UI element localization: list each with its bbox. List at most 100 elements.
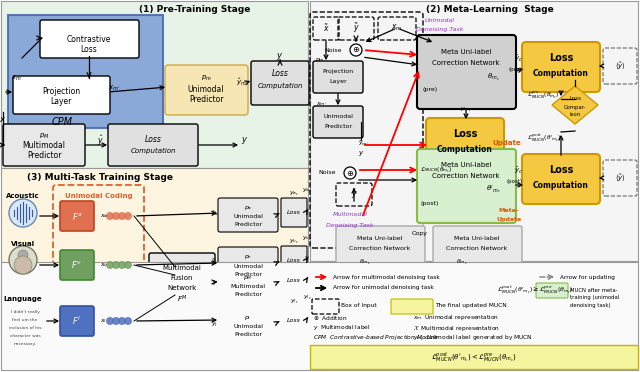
Text: $F^l$: $F^l$ <box>72 315 81 327</box>
Text: $\hat{y}_{m'}$: $\hat{y}_{m'}$ <box>358 138 369 148</box>
FancyBboxPatch shape <box>108 124 198 166</box>
Text: training (unimodal: training (unimodal <box>570 295 620 301</box>
FancyBboxPatch shape <box>40 20 139 58</box>
FancyBboxPatch shape <box>391 299 433 314</box>
Text: $\mathcal{L}_{MUCN}^{post}(\theta'_{m_c})$: $\mathcal{L}_{MUCN}^{post}(\theta'_{m_c}… <box>527 132 561 144</box>
Text: $F^a$: $F^a$ <box>72 211 83 221</box>
FancyBboxPatch shape <box>281 266 307 295</box>
Text: Fusion: Fusion <box>171 275 193 281</box>
FancyBboxPatch shape <box>251 61 309 105</box>
FancyBboxPatch shape <box>60 201 94 231</box>
Text: $\hat{y}_v$: $\hat{y}_v$ <box>211 256 220 266</box>
Bar <box>8 15 163 128</box>
Circle shape <box>124 212 132 220</box>
Text: $x_l$: $x_l$ <box>100 317 108 325</box>
Text: $\langle\tilde{y}\rangle$: $\langle\tilde{y}\rangle$ <box>614 172 625 184</box>
Text: $p_m$: $p_m$ <box>200 73 211 83</box>
Text: $p_l$: $p_l$ <box>244 314 252 322</box>
Text: $p_v$: $p_v$ <box>244 253 252 261</box>
Text: Update: Update <box>497 218 522 222</box>
Text: Projection: Projection <box>42 87 80 96</box>
Text: Noise: Noise <box>324 48 342 52</box>
FancyBboxPatch shape <box>281 306 307 335</box>
FancyBboxPatch shape <box>522 42 600 92</box>
Text: Unimodal: Unimodal <box>233 263 263 269</box>
Text: Multimodal: Multimodal <box>163 265 202 271</box>
Text: $x_m$: $x_m$ <box>391 23 403 33</box>
Text: $\oplus$: $\oplus$ <box>346 169 354 177</box>
Text: $\theta_{m_c}$: $\theta_{m_c}$ <box>359 257 371 267</box>
Text: Predictor: Predictor <box>234 333 262 337</box>
Text: Computation: Computation <box>257 83 303 89</box>
Text: feel um the: feel um the <box>12 318 38 322</box>
Text: Loss: Loss <box>453 129 477 139</box>
FancyBboxPatch shape <box>218 198 278 232</box>
Text: $\mathcal{L}_{MUCN}^{post}(\theta'_{m_c}) < \mathcal{L}_{MUCN}^{pre}(\theta_{m_c: $\mathcal{L}_{MUCN}^{post}(\theta'_{m_c}… <box>431 350 517 364</box>
Text: Loss: Loss <box>81 45 97 55</box>
Text: ison: ison <box>570 112 580 118</box>
Text: character was: character was <box>10 334 40 338</box>
Bar <box>310 1 638 261</box>
Text: (pre): (pre) <box>422 87 438 93</box>
Text: Meta Uni-label: Meta Uni-label <box>441 162 492 168</box>
Text: Box of Input: Box of Input <box>341 304 376 308</box>
Bar <box>310 345 638 369</box>
Text: $x_{m'}$: $x_{m'}$ <box>316 100 327 108</box>
Text: Denoising Task: Denoising Task <box>326 222 374 228</box>
Text: Unimodal: Unimodal <box>425 19 455 23</box>
Text: $y$: $y$ <box>276 51 284 61</box>
Text: Projection: Projection <box>323 70 353 74</box>
Text: Multimodal: Multimodal <box>22 141 65 150</box>
Text: Arrow for multimodal denoising task: Arrow for multimodal denoising task <box>333 275 440 279</box>
Text: $y_{m_c}$: $y_{m_c}$ <box>460 106 472 114</box>
Text: Loss: Loss <box>287 209 301 215</box>
Text: Language: Language <box>4 296 42 302</box>
Text: Loss: Loss <box>287 257 301 263</box>
Circle shape <box>350 44 362 56</box>
Text: Correction Network: Correction Network <box>446 247 508 251</box>
Text: Computation: Computation <box>131 148 176 154</box>
Bar <box>1 1 308 168</box>
Text: $\hat{y}_l$: $\hat{y}_l$ <box>211 319 218 329</box>
Text: Meta-: Meta- <box>499 208 519 212</box>
Text: Arrow for unimodal denoising task: Arrow for unimodal denoising task <box>333 285 434 291</box>
FancyBboxPatch shape <box>4 305 46 357</box>
Text: $y_{a_c}$: $y_{a_c}$ <box>302 187 312 195</box>
Text: Computation: Computation <box>437 144 493 154</box>
Circle shape <box>112 261 120 269</box>
Text: $\hat{y}$: $\hat{y}$ <box>97 134 104 148</box>
Text: Unimodal: Unimodal <box>233 324 263 330</box>
Circle shape <box>118 317 126 325</box>
Text: $y$: $y$ <box>304 254 310 262</box>
Text: $\hat{y}_a$: $\hat{y}_a$ <box>211 208 219 218</box>
Circle shape <box>344 167 356 179</box>
Circle shape <box>18 250 28 260</box>
FancyBboxPatch shape <box>281 246 307 275</box>
Text: (1) Pre-Training Stage: (1) Pre-Training Stage <box>140 6 251 15</box>
Circle shape <box>106 317 114 325</box>
Text: Loss: Loss <box>145 135 161 144</box>
Text: $\hat{y}$: $\hat{y}$ <box>212 278 218 288</box>
Text: (post): (post) <box>507 180 523 185</box>
Circle shape <box>9 199 37 227</box>
Text: denoising task): denoising task) <box>570 304 611 308</box>
FancyBboxPatch shape <box>165 65 248 115</box>
Text: (pre): (pre) <box>508 67 522 73</box>
Text: $x_{m'}$: $x_{m'}$ <box>108 83 120 93</box>
Bar <box>1 262 638 370</box>
Text: $\langle\tilde{y}\rangle$: $\langle\tilde{y}\rangle$ <box>614 60 625 72</box>
Text: Loss: Loss <box>287 317 301 323</box>
Text: $\bar{y}_c$: $\bar{y}_c$ <box>513 166 522 176</box>
Text: Meta Uni-label: Meta Uni-label <box>454 237 500 241</box>
Text: $p_M$: $p_M$ <box>243 274 253 282</box>
Circle shape <box>9 246 37 274</box>
Text: $F^M$: $F^M$ <box>177 294 188 305</box>
FancyBboxPatch shape <box>60 250 94 280</box>
FancyBboxPatch shape <box>281 198 307 227</box>
FancyBboxPatch shape <box>426 118 504 168</box>
Text: I didn't really: I didn't really <box>11 310 40 314</box>
Circle shape <box>106 261 114 269</box>
FancyBboxPatch shape <box>313 61 363 93</box>
Text: Meta Uni-label: Meta Uni-label <box>357 237 403 241</box>
Text: Predictor: Predictor <box>234 292 262 298</box>
